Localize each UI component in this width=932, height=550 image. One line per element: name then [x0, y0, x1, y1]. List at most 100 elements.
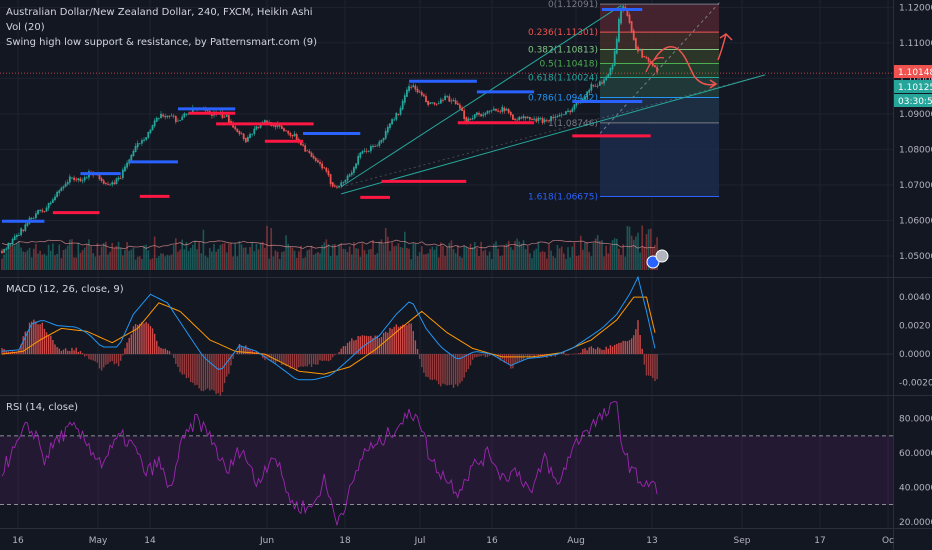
candle-body — [387, 127, 389, 133]
candle-body — [111, 182, 113, 184]
price-axis-label: 1.05000 — [899, 252, 932, 262]
candle-body — [504, 108, 506, 111]
macd-histogram-bar — [211, 354, 212, 389]
volume-legend[interactable]: Vol (20) — [6, 22, 45, 33]
macd-histogram-bar — [404, 326, 405, 355]
macd-histogram-bar — [633, 335, 634, 354]
volume-bar — [92, 253, 94, 270]
volume-bar — [154, 237, 156, 270]
candle-body — [544, 120, 546, 123]
macd-legend[interactable]: MACD (12, 26, close, 9) — [6, 284, 124, 295]
candle-body — [46, 208, 48, 212]
macd-histogram-bar — [304, 354, 305, 366]
macd-histogram-bar — [152, 328, 153, 354]
volume-bar — [196, 249, 198, 270]
volume-bar — [340, 243, 342, 270]
candle-body — [317, 160, 319, 162]
macd-axis-label: -0.0020 — [899, 379, 932, 389]
candle-body — [415, 86, 417, 90]
volume-bar — [355, 248, 357, 270]
volume-bar — [605, 246, 607, 270]
candle-body — [56, 192, 58, 197]
candle-body — [446, 96, 448, 97]
candle-body — [463, 110, 465, 119]
volume-bar — [372, 240, 374, 270]
volume-bar — [525, 249, 527, 270]
macd-histogram-bar — [463, 354, 464, 378]
macd-histogram-bar — [251, 351, 252, 355]
volume-bar — [338, 244, 340, 270]
volume-bar — [639, 253, 641, 270]
candle-body — [468, 118, 470, 121]
candle-body — [3, 249, 5, 253]
volume-bar — [415, 244, 417, 270]
indicator-legend[interactable]: Swing high low support & resistance, by … — [6, 37, 317, 48]
volume-bar — [237, 256, 239, 270]
volume-bar — [351, 254, 353, 270]
volume-bar — [266, 226, 268, 270]
volume-bar — [550, 251, 552, 270]
macd-histogram-bar — [48, 335, 49, 354]
chart-title[interactable]: Australian Dollar/New Zealand Dollar, 24… — [6, 7, 313, 18]
volume-bar — [319, 253, 321, 270]
macd-histogram-bar — [625, 341, 626, 354]
macd-histogram-bar — [309, 354, 310, 364]
candle-body — [171, 116, 173, 117]
volume-bar — [317, 252, 319, 270]
rsi-legend[interactable]: RSI (14, close) — [6, 402, 78, 413]
macd-histogram-bar — [453, 354, 454, 388]
candle-body — [321, 164, 323, 169]
candle-body — [256, 126, 258, 130]
macd-histogram-bar — [574, 354, 575, 355]
candle-body — [370, 146, 372, 151]
candle-body — [145, 137, 147, 140]
candle-body — [374, 146, 376, 147]
candle-body — [652, 63, 654, 66]
candle-body — [506, 109, 508, 111]
macd-histogram-bar — [610, 345, 611, 354]
volume-bar — [241, 244, 243, 270]
volume-bar — [489, 252, 491, 270]
candle-body — [400, 108, 402, 114]
volume-bar — [328, 244, 330, 270]
volume-bar — [514, 241, 516, 270]
candle-body — [258, 127, 260, 128]
candle-body — [325, 168, 327, 172]
candle-body — [614, 51, 616, 66]
candle-body — [224, 117, 226, 118]
volume-bar — [270, 228, 272, 270]
candle-body — [362, 151, 364, 153]
candle-body — [429, 102, 431, 104]
volume-bar — [427, 253, 429, 270]
volume-bar — [200, 253, 202, 270]
candle-body — [37, 210, 39, 214]
volume-bar — [438, 257, 440, 270]
macd-histogram-bar — [341, 349, 342, 354]
macd-histogram-bar — [616, 344, 617, 354]
volume-bar — [364, 250, 366, 270]
candle-body — [345, 180, 347, 183]
candle-body — [156, 118, 158, 122]
volume-bar — [353, 242, 355, 270]
fib-zone — [600, 123, 719, 197]
volume-bar — [251, 242, 253, 270]
candle-body — [557, 116, 559, 117]
macd-histogram-bar — [294, 354, 295, 368]
candle-body — [154, 121, 156, 127]
candle-body — [480, 114, 482, 116]
volume-bar — [10, 243, 12, 270]
volume-bar — [374, 255, 376, 270]
candle-body — [472, 118, 474, 119]
candle-body — [451, 101, 453, 102]
macd-histogram-bar — [584, 348, 585, 354]
macd-histogram-bar — [419, 354, 420, 359]
volume-bar — [287, 244, 289, 270]
event-marker-icon[interactable] — [656, 250, 668, 262]
volume-bar — [357, 249, 359, 270]
macd-histogram-bar — [470, 354, 471, 365]
macd-histogram-bar — [82, 353, 83, 354]
candle-body — [497, 110, 499, 111]
volume-bar — [304, 257, 306, 270]
macd-histogram-bar — [620, 343, 621, 354]
